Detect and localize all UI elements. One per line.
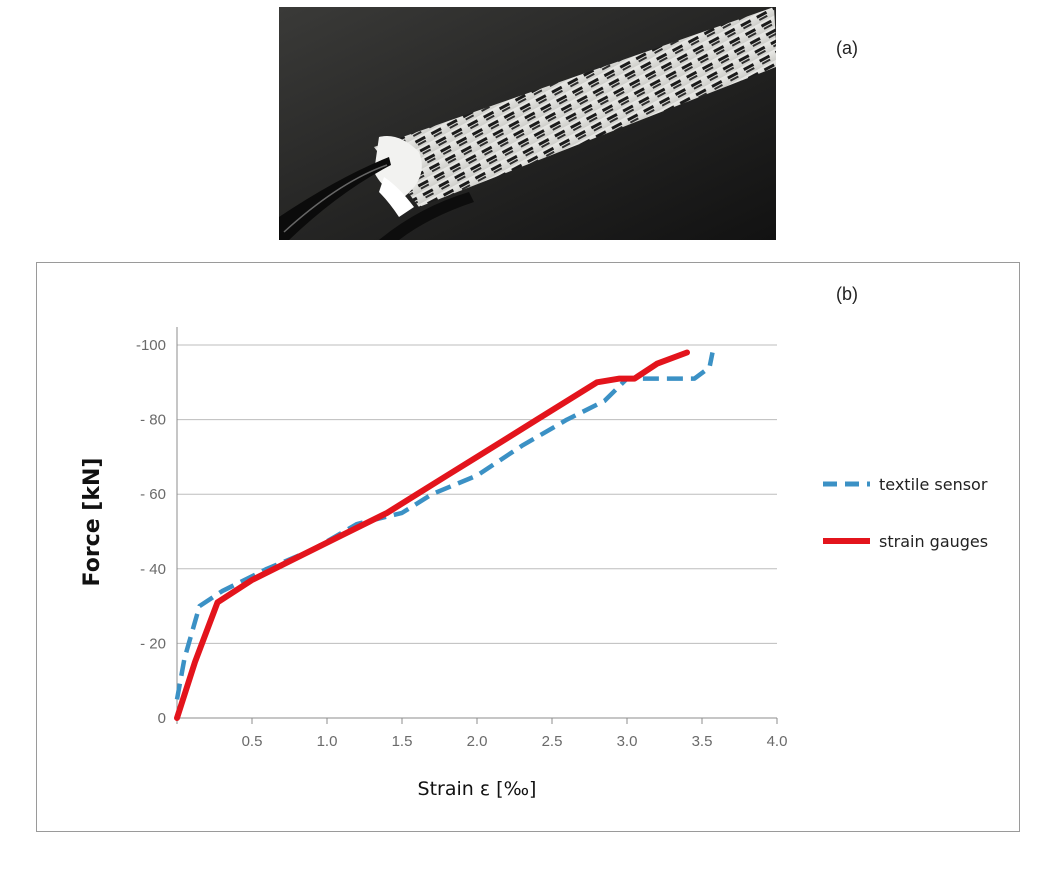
legend-label-strain-gauges: strain gauges — [879, 532, 988, 551]
panel-b-label: (b) — [836, 284, 858, 304]
panel-a-label: (a) — [836, 38, 858, 58]
x-tick-label-5: 2.5 — [542, 733, 563, 750]
y-tick-label-0: 0 — [158, 710, 166, 727]
x-tick-labels: 0.5 1.0 1.5 2.0 2.5 3.0 3.5 4.0 — [242, 733, 788, 750]
y-tick-labels: 0 - 20 - 40 - 60 - 80 -100 — [136, 337, 166, 727]
x-tick-label-4: 2.0 — [467, 733, 488, 750]
x-tick-label-1: 0.5 — [242, 733, 263, 750]
y-tick-label-3: - 60 — [140, 486, 166, 503]
chart-series — [174, 349, 715, 721]
x-tick-label-3: 1.5 — [392, 733, 413, 750]
x-axis-label: Strain ε [‰] — [418, 778, 537, 800]
series-line-textile-sensor — [174, 352, 715, 700]
y-tick-label-4: - 80 — [140, 412, 166, 429]
chart-grid — [177, 344, 777, 644]
y-axis-label: Force [kN] — [80, 458, 105, 587]
y-tick-label-1: - 20 — [140, 635, 166, 652]
x-tick-label-6: 3.0 — [617, 733, 638, 750]
chart-legend: textile sensor strain gauges — [823, 475, 988, 551]
legend-label-textile-sensor: textile sensor — [879, 475, 988, 494]
y-tick-label-2: - 40 — [140, 561, 166, 578]
x-tick-label-8: 4.0 — [767, 733, 788, 750]
series-line-strain-gauges — [174, 349, 690, 721]
chart-axes — [176, 327, 778, 724]
x-tick-label-7: 3.5 — [692, 733, 713, 750]
y-tick-label-5: -100 — [136, 337, 166, 354]
chart-frame — [36, 262, 1020, 832]
x-tick-label-2: 1.0 — [317, 733, 338, 750]
textile-sensor-photo — [279, 7, 776, 240]
